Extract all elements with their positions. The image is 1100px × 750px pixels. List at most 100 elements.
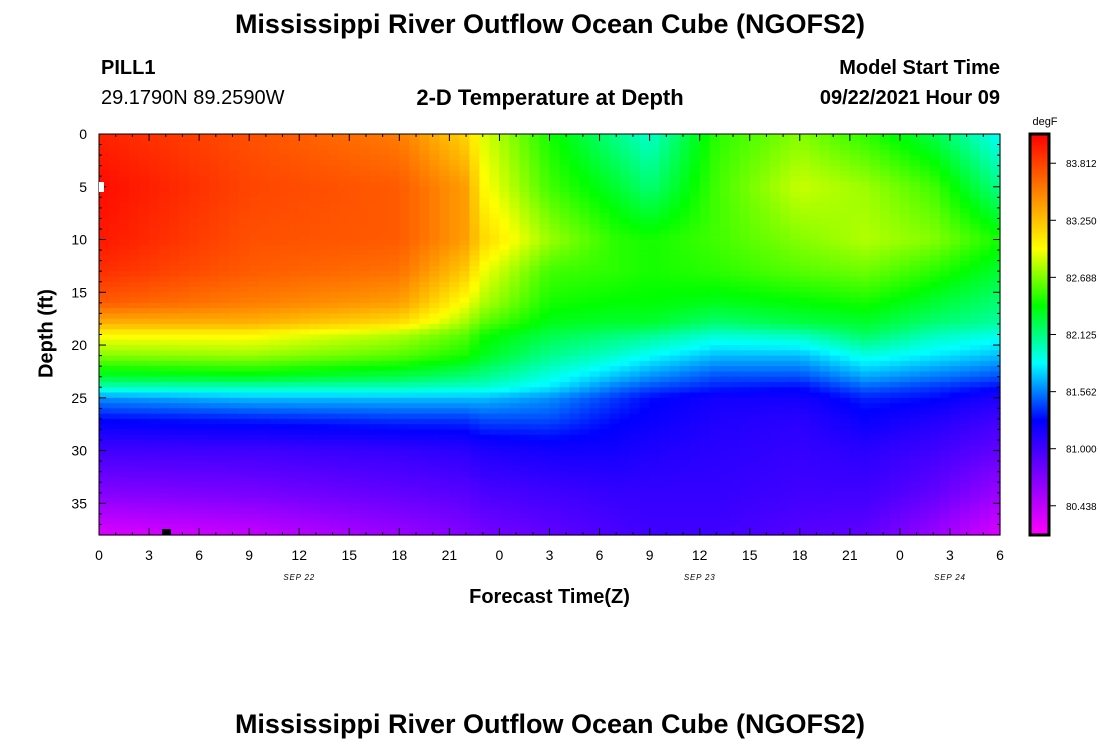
heatmap-cell xyxy=(649,181,661,188)
heatmap-cell xyxy=(679,529,691,536)
heatmap-cell xyxy=(249,139,260,146)
heatmap-cell xyxy=(269,498,280,504)
heatmap-cell xyxy=(539,213,551,220)
heatmap-cell xyxy=(499,250,511,256)
heatmap-cell xyxy=(599,440,611,446)
heatmap-cell xyxy=(289,366,300,373)
heatmap-cell xyxy=(229,476,240,483)
heatmap-cell xyxy=(539,429,551,436)
heatmap-cell xyxy=(239,450,250,457)
heatmap-cell xyxy=(229,149,240,156)
heatmap-cell xyxy=(329,334,340,341)
heatmap-cell xyxy=(739,492,751,499)
heatmap-cell xyxy=(189,440,200,446)
heatmap-cell xyxy=(299,366,310,373)
heatmap-cell xyxy=(389,186,400,193)
heatmap-cell xyxy=(489,487,501,494)
heatmap-cell xyxy=(619,213,631,220)
heatmap-cell xyxy=(389,234,400,241)
heatmap-cell xyxy=(109,455,120,462)
heatmap-cell xyxy=(319,413,330,420)
heatmap-cell xyxy=(419,408,430,415)
heatmap-cell xyxy=(519,165,531,172)
heatmap-cell xyxy=(449,476,460,483)
heatmap-cell xyxy=(259,482,270,489)
heatmap-cell xyxy=(569,355,581,362)
heatmap-cell xyxy=(339,524,350,531)
heatmap-cell xyxy=(619,455,631,462)
heatmap-cell xyxy=(509,271,521,278)
heatmap-cell xyxy=(299,471,310,478)
heatmap-cell xyxy=(119,508,130,515)
heatmap-cell xyxy=(129,466,140,473)
heatmap-cell xyxy=(249,213,260,220)
heatmap-cell xyxy=(289,455,300,462)
heatmap-cell xyxy=(339,281,350,288)
heatmap-cell xyxy=(699,524,711,531)
heatmap-cell xyxy=(199,371,210,378)
heatmap-cell xyxy=(729,392,741,399)
heatmap-cell xyxy=(339,202,350,209)
heatmap-cell xyxy=(459,461,471,468)
heatmap-cell xyxy=(509,139,521,146)
heatmap-cell xyxy=(689,297,701,304)
heatmap-cell xyxy=(729,265,741,272)
heatmap-cell xyxy=(389,197,400,204)
heatmap-cell xyxy=(449,276,460,283)
heatmap-cell xyxy=(299,461,310,468)
heatmap-cell xyxy=(119,376,130,383)
heatmap-cell xyxy=(499,339,511,346)
heatmap-cell xyxy=(589,366,601,373)
heatmap-cell xyxy=(699,160,711,167)
heatmap-cell xyxy=(129,155,140,161)
heatmap-cell xyxy=(349,508,360,515)
heatmap-cell xyxy=(209,381,220,388)
heatmap-cell xyxy=(409,329,420,336)
heatmap-cell xyxy=(559,276,571,283)
heatmap-cell xyxy=(109,513,120,520)
heatmap-cell xyxy=(449,513,460,520)
heatmap-cell xyxy=(129,339,140,346)
heatmap-cell xyxy=(489,519,501,526)
heatmap-cell xyxy=(559,239,571,246)
heatmap-cell xyxy=(169,308,180,314)
heatmap-cell xyxy=(219,519,230,526)
heatmap-cell xyxy=(399,350,410,357)
heatmap-cell xyxy=(659,424,671,431)
heatmap-cell xyxy=(239,260,250,267)
heatmap-cell xyxy=(559,313,571,320)
heatmap-cell xyxy=(699,482,711,489)
heatmap-cell xyxy=(719,308,731,314)
heatmap-cell xyxy=(539,271,551,278)
heatmap-cell xyxy=(579,276,591,283)
heatmap-cell xyxy=(229,181,240,188)
heatmap-cell xyxy=(699,223,711,230)
heatmap-cell xyxy=(389,139,400,146)
heatmap-cell xyxy=(199,360,210,367)
heatmap-cell xyxy=(319,450,330,457)
heatmap-cell xyxy=(259,213,270,220)
heatmap-cell xyxy=(599,139,611,146)
heatmap-cell xyxy=(369,139,380,146)
heatmap-cell xyxy=(639,155,651,161)
heatmap-cell xyxy=(179,218,190,225)
heatmap-cell xyxy=(569,461,581,468)
heatmap-cell xyxy=(239,508,250,515)
heatmap-cell xyxy=(349,281,360,288)
heatmap-cell xyxy=(389,408,400,415)
heatmap-cell xyxy=(529,265,541,272)
heatmap-cell xyxy=(639,397,651,404)
heatmap-cell xyxy=(649,487,661,494)
heatmap-cell xyxy=(399,228,410,235)
heatmap-cell xyxy=(279,476,290,483)
heatmap-cell xyxy=(489,513,501,520)
heatmap-cell xyxy=(729,339,741,346)
heatmap-cell xyxy=(629,165,641,172)
heatmap-cell xyxy=(399,355,410,362)
heatmap-cell xyxy=(179,134,190,140)
heatmap-cell xyxy=(409,429,420,436)
heatmap-cell xyxy=(179,482,190,489)
heatmap-cell xyxy=(389,455,400,462)
heatmap-cell xyxy=(509,350,521,357)
heatmap-cell xyxy=(409,482,420,489)
